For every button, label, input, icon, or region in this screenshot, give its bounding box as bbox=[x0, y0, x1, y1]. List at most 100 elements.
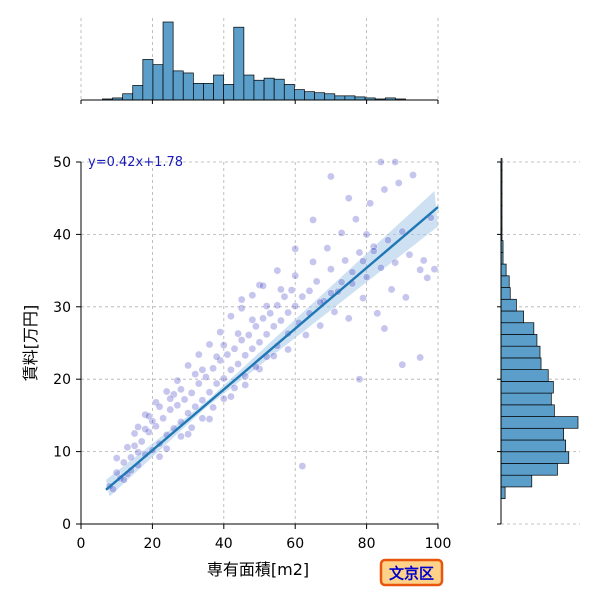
data-point bbox=[380, 185, 389, 194]
y-tick-label: 50 bbox=[53, 155, 71, 171]
top-hist-bar bbox=[203, 83, 214, 101]
data-point bbox=[202, 373, 210, 381]
data-point bbox=[244, 331, 253, 339]
data-point bbox=[219, 341, 228, 349]
data-point bbox=[184, 430, 192, 439]
right-histogram bbox=[497, 158, 579, 525]
data-point bbox=[384, 236, 392, 244]
data-point bbox=[177, 432, 185, 441]
data-point bbox=[330, 308, 339, 316]
top-hist-bar bbox=[213, 74, 225, 101]
data-point bbox=[309, 258, 317, 266]
data-point bbox=[409, 171, 417, 179]
x-tick-label: 0 bbox=[77, 536, 86, 552]
data-point bbox=[377, 263, 385, 272]
top-hist-bar bbox=[283, 84, 295, 101]
badge-label: 文京区 bbox=[389, 565, 434, 583]
top-hist-bar bbox=[304, 91, 315, 101]
data-point bbox=[109, 485, 117, 494]
data-point bbox=[137, 437, 146, 446]
data-point bbox=[337, 278, 346, 286]
data-point bbox=[123, 443, 132, 452]
right-hist-bar bbox=[500, 275, 510, 288]
data-point bbox=[369, 247, 378, 255]
right-hist-bar bbox=[500, 427, 564, 441]
top-hist-bar bbox=[263, 77, 275, 101]
data-point bbox=[237, 304, 246, 313]
data-point bbox=[237, 295, 246, 304]
data-point bbox=[323, 244, 332, 252]
data-point bbox=[277, 316, 285, 325]
data-point bbox=[298, 462, 307, 470]
data-point bbox=[127, 453, 135, 462]
data-point bbox=[355, 375, 364, 384]
data-point bbox=[362, 230, 371, 239]
data-point bbox=[198, 396, 207, 404]
data-point bbox=[184, 409, 192, 418]
badge-box bbox=[379, 558, 444, 587]
data-point bbox=[359, 294, 367, 302]
right-hist-bar bbox=[500, 486, 506, 500]
y-axis-title: 賃料[万円] bbox=[21, 305, 40, 382]
data-point bbox=[316, 321, 324, 330]
top-hist-bar bbox=[314, 92, 326, 101]
data-point bbox=[391, 158, 399, 166]
data-point bbox=[327, 265, 335, 273]
data-point bbox=[341, 256, 349, 265]
data-point bbox=[120, 458, 128, 467]
data-point bbox=[191, 370, 200, 378]
data-point bbox=[248, 316, 257, 324]
data-point bbox=[327, 289, 335, 297]
data-point bbox=[291, 302, 300, 310]
data-point bbox=[227, 312, 235, 321]
data-point bbox=[273, 301, 282, 310]
right-hist-bar bbox=[500, 334, 538, 347]
data-point bbox=[219, 374, 228, 383]
data-point bbox=[255, 338, 264, 347]
data-point bbox=[237, 336, 246, 344]
data-point bbox=[166, 394, 175, 403]
top-hist-bar bbox=[142, 59, 154, 101]
data-point bbox=[302, 331, 310, 339]
x-axis-title: 専有面積[m2] bbox=[207, 560, 309, 579]
data-point bbox=[252, 322, 260, 331]
y-tick-label: 20 bbox=[53, 372, 71, 388]
data-point bbox=[234, 329, 242, 338]
top-hist-bar bbox=[172, 70, 184, 101]
data-point bbox=[184, 361, 192, 370]
top-hist-bar bbox=[253, 79, 265, 101]
y-tick-label: 30 bbox=[53, 300, 71, 316]
data-point bbox=[337, 229, 346, 237]
data-point bbox=[269, 352, 278, 360]
data-point bbox=[155, 452, 164, 461]
data-point bbox=[405, 250, 414, 259]
data-point bbox=[373, 309, 382, 318]
data-point bbox=[248, 344, 257, 353]
data-point bbox=[416, 353, 424, 362]
data-point bbox=[219, 394, 228, 403]
data-point bbox=[145, 412, 153, 420]
data-point bbox=[284, 345, 292, 354]
data-point bbox=[112, 454, 121, 462]
data-point bbox=[155, 402, 164, 411]
right-hist-bar bbox=[500, 463, 558, 476]
top-hist-bar bbox=[122, 93, 134, 101]
data-point bbox=[344, 194, 353, 202]
right-hist-bar bbox=[500, 381, 554, 394]
top-hist-bar bbox=[152, 64, 164, 101]
y-tick-label: 0 bbox=[62, 517, 71, 533]
data-point bbox=[291, 245, 300, 253]
data-point bbox=[227, 392, 235, 401]
data-point bbox=[419, 256, 428, 265]
top-hist-bar bbox=[233, 26, 245, 101]
right-hist-bar bbox=[500, 474, 533, 488]
data-point bbox=[430, 265, 439, 273]
data-point bbox=[327, 172, 335, 181]
right-hist-bar bbox=[500, 451, 570, 464]
top-hist-bar bbox=[324, 93, 336, 101]
regression-line bbox=[105, 206, 439, 491]
data-point bbox=[398, 360, 407, 369]
data-point bbox=[277, 285, 285, 294]
data-point bbox=[205, 388, 214, 397]
